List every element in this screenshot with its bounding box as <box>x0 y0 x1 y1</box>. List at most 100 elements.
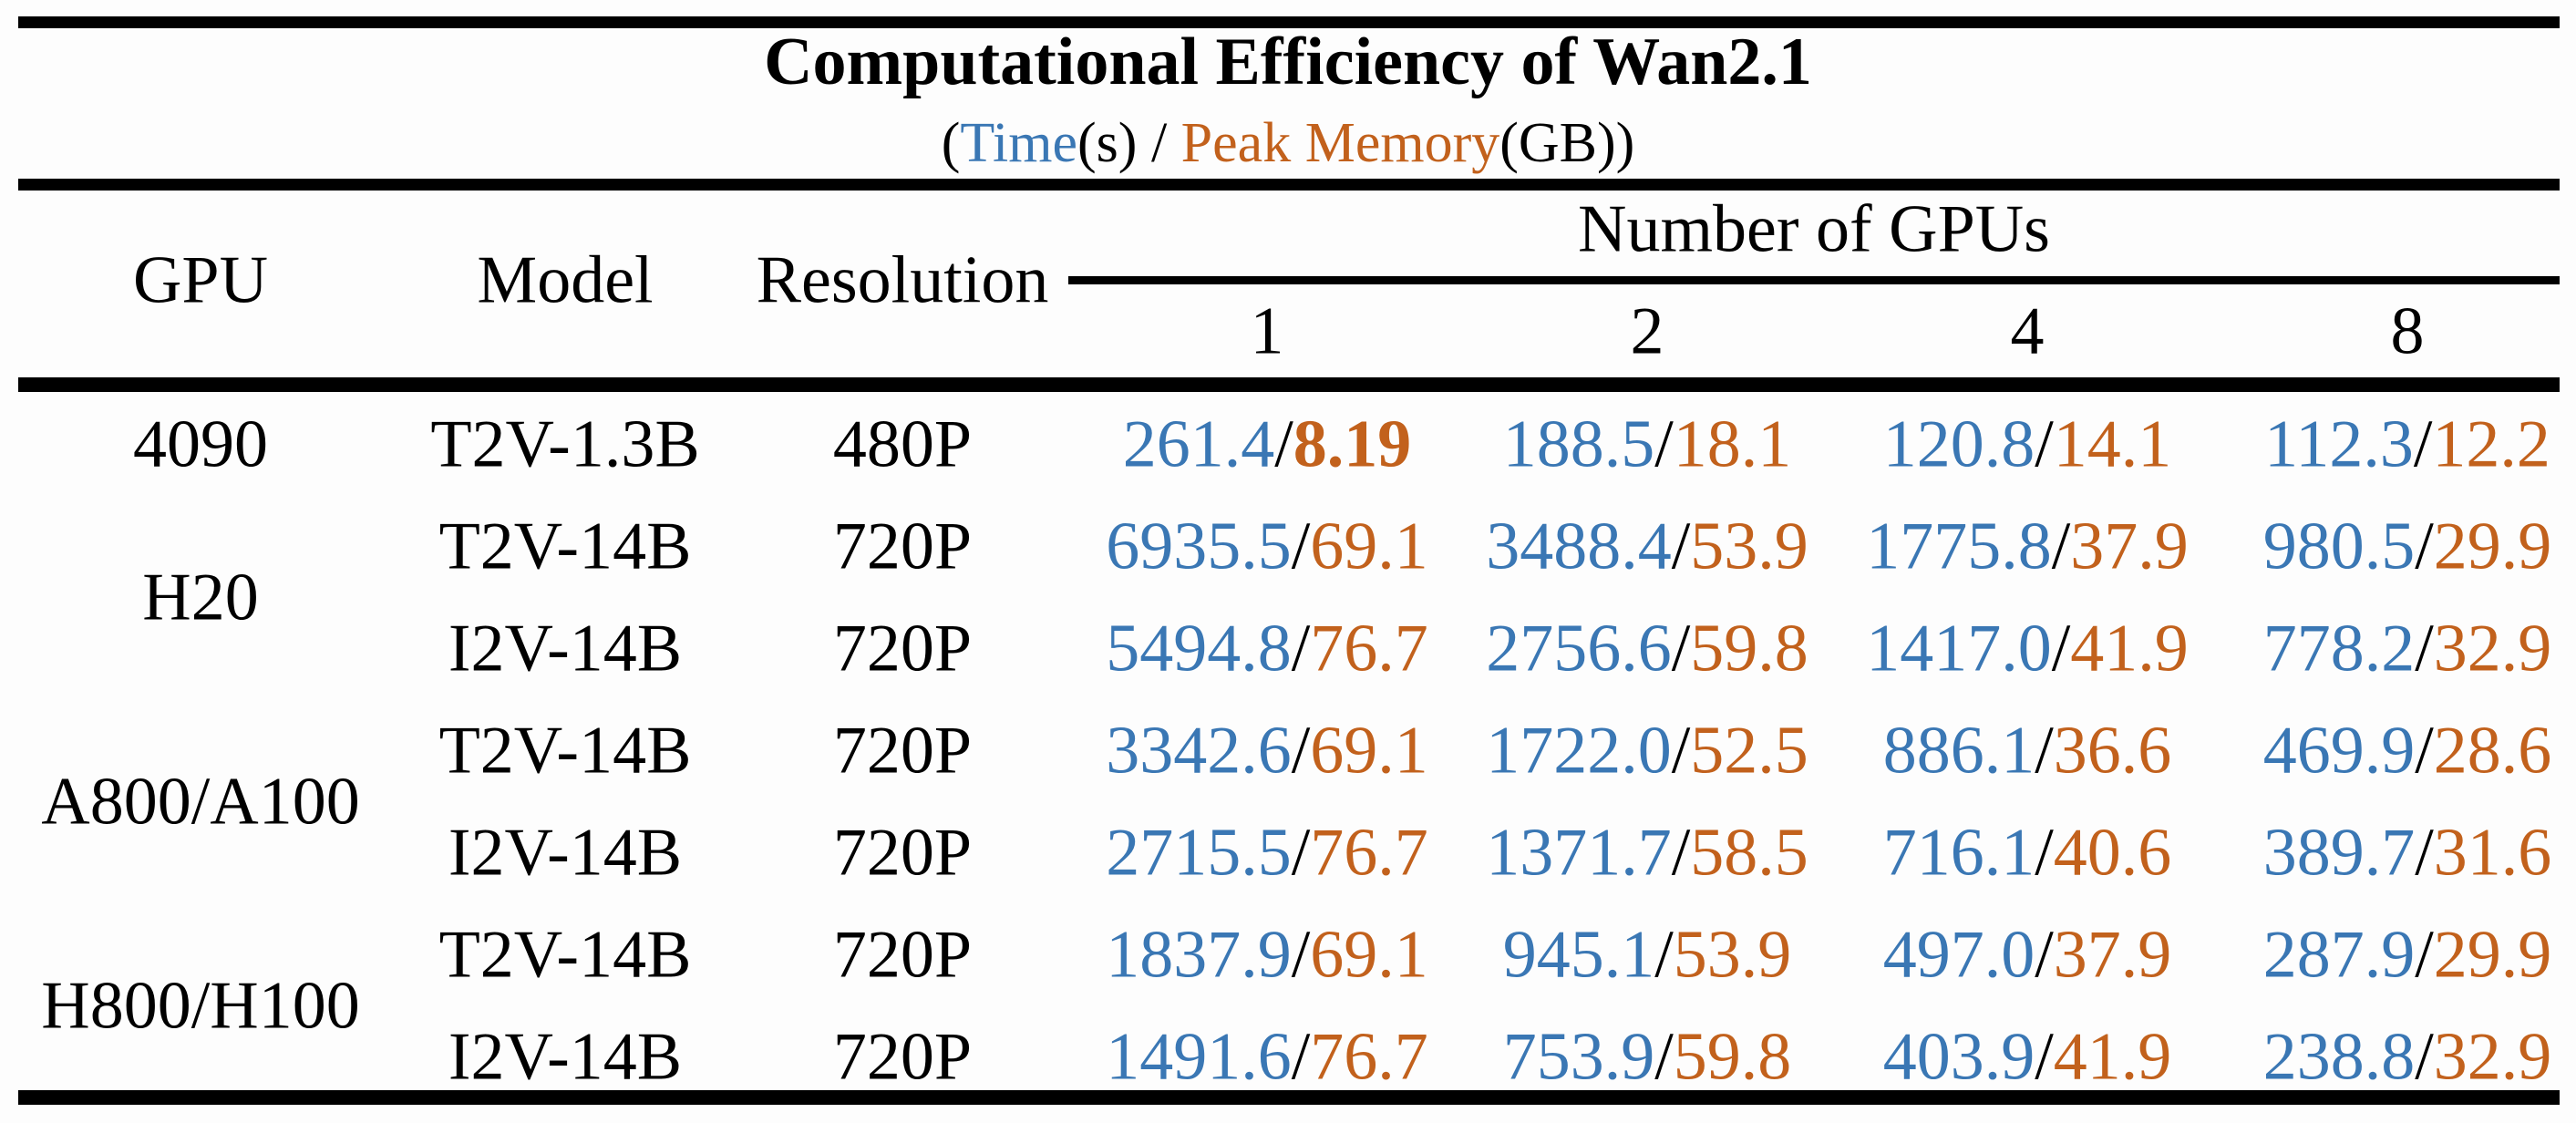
efficiency-cell: 1775.8/37.9 <box>1866 509 2189 586</box>
time-value: 980.5 <box>2262 509 2416 584</box>
memory-value: 69.1 <box>1310 917 1428 993</box>
memory-value: 59.8 <box>1690 611 1808 686</box>
time-value: 403.9 <box>1882 1019 2035 1095</box>
memory-value: 69.1 <box>1310 713 1428 788</box>
time-value: 716.1 <box>1882 815 2035 891</box>
memory-value: 41.9 <box>2053 1019 2172 1095</box>
efficiency-cell: 1371.7/58.5 <box>1486 815 1808 892</box>
value-slash: / <box>2415 815 2434 891</box>
efficiency-cell: 1722.0/52.5 <box>1486 713 1808 790</box>
memory-value: 32.9 <box>2433 1019 2552 1095</box>
header-gpu-count-2: 2 <box>1630 294 1664 369</box>
header-gpu: GPU <box>132 242 269 318</box>
value-slash: / <box>1291 815 1311 891</box>
gpu-name: H800/H100 <box>41 968 360 1044</box>
resolution-value: 480P <box>832 407 973 482</box>
efficiency-cell: 5494.8/76.7 <box>1106 611 1428 688</box>
resolution-value: 720P <box>832 1019 973 1095</box>
time-value: 1371.7 <box>1486 815 1672 891</box>
model-name: T2V-1.3B <box>430 407 700 482</box>
resolution-value: 720P <box>832 815 973 891</box>
subtitle-memory-unit: (GB)) <box>1499 112 1635 174</box>
memory-value: 14.1 <box>2053 407 2172 482</box>
efficiency-cell: 3342.6/69.1 <box>1106 713 1428 790</box>
rule-under-gpu-group <box>1068 276 2560 284</box>
memory-value: 69.1 <box>1310 509 1428 584</box>
memory-value: 37.9 <box>2070 509 2189 584</box>
table-subtitle: (Time(s) / Peak Memory(GB)) <box>0 111 2576 175</box>
memory-value: 59.8 <box>1673 1019 1792 1095</box>
efficiency-cell: 945.1/53.9 <box>1503 917 1792 994</box>
subtitle-memory-label: Peak Memory <box>1180 112 1500 174</box>
time-value: 261.4 <box>1122 407 1275 482</box>
memory-value: 58.5 <box>1690 815 1808 891</box>
subtitle-open-paren: ( <box>941 112 961 174</box>
time-value: 1491.6 <box>1106 1019 1292 1095</box>
memory-value: 31.6 <box>2433 815 2552 891</box>
time-value: 1837.9 <box>1106 917 1292 993</box>
rule-top <box>18 16 2560 28</box>
time-value: 3488.4 <box>1486 509 1672 584</box>
resolution-value: 720P <box>832 917 973 993</box>
efficiency-cell: 287.9/29.9 <box>2263 917 2552 994</box>
value-slash: / <box>1291 713 1311 788</box>
gpu-name: 4090 <box>133 407 268 482</box>
value-slash: / <box>1671 815 1691 891</box>
table-title: Computational Efficiency of Wan2.1 <box>764 25 1812 99</box>
efficiency-cell: 753.9/59.8 <box>1503 1019 1792 1097</box>
memory-value: 32.9 <box>2433 611 2552 686</box>
time-value: 238.8 <box>2262 1019 2416 1095</box>
value-slash: / <box>1654 407 1674 482</box>
header-gpu-count-8: 8 <box>2390 294 2425 369</box>
model-name: T2V-14B <box>438 509 692 584</box>
value-slash: / <box>2035 1019 2054 1095</box>
value-slash: / <box>1291 509 1311 584</box>
resolution-value: 720P <box>832 611 973 686</box>
value-slash: / <box>2035 713 2054 788</box>
model-name: I2V-14B <box>448 815 683 891</box>
value-slash: / <box>2413 407 2433 482</box>
time-value: 112.3 <box>2264 407 2414 482</box>
time-value: 497.0 <box>1882 917 2035 993</box>
value-slash: / <box>2051 509 2071 584</box>
time-value: 2715.5 <box>1106 815 1292 891</box>
value-slash: / <box>2051 611 2071 686</box>
efficiency-cell: 497.0/37.9 <box>1883 917 2172 994</box>
time-value: 1775.8 <box>1866 509 2052 584</box>
efficiency-cell: 1837.9/69.1 <box>1106 917 1428 994</box>
rule-bottom <box>18 1090 2560 1105</box>
value-slash: / <box>1654 1019 1674 1095</box>
value-slash: / <box>1291 611 1311 686</box>
header-gpu-count-1: 1 <box>1250 294 1284 369</box>
time-value: 6935.5 <box>1106 509 1292 584</box>
memory-value: 41.9 <box>2070 611 2189 686</box>
memory-value: 12.2 <box>2432 407 2550 482</box>
time-value: 945.1 <box>1502 917 1655 993</box>
time-value: 753.9 <box>1502 1019 1655 1095</box>
value-slash: / <box>2035 815 2054 891</box>
time-value: 120.8 <box>1882 407 2035 482</box>
memory-value: 28.6 <box>2433 713 2552 788</box>
memory-value: 18.1 <box>1673 407 1792 482</box>
memory-value: 40.6 <box>2053 815 2172 891</box>
efficiency-cell: 886.1/36.6 <box>1883 713 2172 790</box>
efficiency-cell: 2756.6/59.8 <box>1486 611 1808 688</box>
value-slash: / <box>2035 407 2054 482</box>
memory-value: 29.9 <box>2433 509 2552 584</box>
time-value: 287.9 <box>2262 917 2416 993</box>
value-slash: / <box>2415 509 2434 584</box>
memory-value: 52.5 <box>1690 713 1808 788</box>
time-value: 389.7 <box>2262 815 2416 891</box>
time-value: 886.1 <box>1882 713 2035 788</box>
gpu-name: A800/A100 <box>41 764 360 840</box>
header-model: Model <box>477 242 654 318</box>
efficiency-cell: 112.3/12.2 <box>2264 407 2550 484</box>
model-name: T2V-14B <box>438 917 692 993</box>
memory-value: 53.9 <box>1690 509 1808 584</box>
efficiency-cell: 120.8/14.1 <box>1883 407 2172 484</box>
model-name: I2V-14B <box>448 1019 683 1095</box>
time-value: 1417.0 <box>1866 611 2052 686</box>
time-value: 2756.6 <box>1486 611 1672 686</box>
value-slash: / <box>1274 407 1293 482</box>
efficiency-cell: 778.2/32.9 <box>2263 611 2552 688</box>
